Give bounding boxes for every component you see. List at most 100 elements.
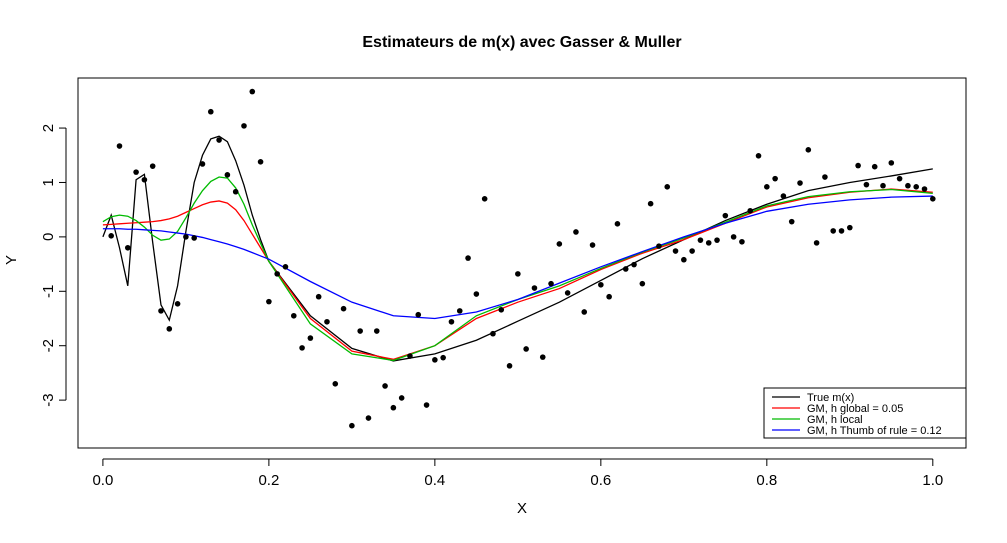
data-point xyxy=(581,309,588,315)
data-point xyxy=(755,153,762,159)
data-point xyxy=(631,261,637,268)
data-point xyxy=(722,212,729,219)
data-point xyxy=(290,312,297,319)
data-point xyxy=(398,395,405,401)
data-point xyxy=(207,108,214,115)
data-point xyxy=(506,363,513,369)
data-point xyxy=(174,301,181,307)
data-point xyxy=(465,255,471,261)
data-point xyxy=(315,293,322,300)
curve xyxy=(102,176,933,362)
data-point xyxy=(349,422,355,429)
data-point xyxy=(556,241,563,247)
data-point xyxy=(838,228,845,234)
data-point xyxy=(224,172,231,178)
data-point xyxy=(423,402,430,408)
plot-frame xyxy=(77,77,967,449)
data-point xyxy=(780,193,787,199)
data-point xyxy=(116,143,123,149)
data-point xyxy=(340,305,347,312)
x-tick-label: 0.8 xyxy=(756,472,777,489)
data-point xyxy=(515,271,521,277)
x-tick-label: 0.6 xyxy=(590,472,611,489)
data-point xyxy=(855,162,861,169)
y-axis-label: Y xyxy=(3,255,20,265)
data-point xyxy=(913,184,920,190)
data-point xyxy=(432,357,438,363)
y-tick-label: 1 xyxy=(40,178,57,186)
x-tick-label: 0.0 xyxy=(92,472,113,489)
data-point xyxy=(614,221,621,227)
data-point xyxy=(531,285,538,291)
data-point xyxy=(714,237,720,243)
data-point xyxy=(598,281,604,288)
curve xyxy=(102,195,933,320)
data-point xyxy=(199,161,206,167)
data-point xyxy=(705,240,712,246)
data-point xyxy=(896,175,903,182)
data-point xyxy=(539,354,546,360)
x-tick-label: 0.2 xyxy=(258,472,279,489)
data-point xyxy=(390,404,397,411)
data-point xyxy=(788,218,795,225)
data-point xyxy=(681,256,687,263)
data-point xyxy=(747,207,754,214)
data-point xyxy=(407,353,413,359)
data-point xyxy=(415,311,422,318)
data-point xyxy=(166,326,173,332)
data-point xyxy=(797,180,803,186)
data-point xyxy=(141,176,148,183)
x-tick-label: 1.0 xyxy=(922,472,943,489)
data-point xyxy=(573,229,579,235)
data-point xyxy=(158,308,164,314)
legend-label: GM, h Thumb of rule = 0.12 xyxy=(807,425,942,437)
data-point xyxy=(490,330,496,337)
data-point xyxy=(274,271,280,277)
y-tick-label: -3 xyxy=(40,393,57,406)
data-point xyxy=(589,242,596,248)
data-point xyxy=(108,232,114,239)
data-point xyxy=(216,137,222,143)
data-point xyxy=(880,182,886,189)
data-point xyxy=(456,308,463,314)
legend-label: True m(x) xyxy=(807,392,854,404)
data-point xyxy=(257,158,264,165)
data-point xyxy=(830,228,837,234)
data-point xyxy=(772,175,778,182)
data-point xyxy=(232,188,239,195)
data-point xyxy=(622,266,629,272)
data-point xyxy=(813,240,820,246)
data-point xyxy=(299,345,305,351)
data-point xyxy=(332,380,339,387)
data-point xyxy=(647,200,654,207)
data-point xyxy=(523,346,529,352)
x-tick-label: 0.4 xyxy=(424,472,445,489)
data-point xyxy=(183,234,189,240)
data-point xyxy=(930,195,936,202)
data-point xyxy=(730,234,737,240)
data-point xyxy=(266,298,272,305)
data-point xyxy=(133,169,139,175)
data-point xyxy=(124,244,131,251)
data-point xyxy=(689,248,695,254)
chart-title: Estimateurs de m(x) avec Gasser & Muller xyxy=(362,34,681,51)
data-point xyxy=(564,290,571,296)
data-point xyxy=(672,248,679,254)
data-point xyxy=(473,291,480,297)
data-point xyxy=(863,181,870,188)
data-point xyxy=(739,238,745,245)
data-point xyxy=(664,184,671,190)
data-point xyxy=(606,293,612,300)
data-point xyxy=(905,182,911,189)
legend-label: GM, h global = 0.05 xyxy=(807,403,903,415)
data-point xyxy=(921,186,928,192)
data-point xyxy=(382,383,388,389)
x-axis-label: X xyxy=(517,500,527,517)
data-point xyxy=(282,264,289,270)
data-point xyxy=(764,184,770,190)
curve xyxy=(102,188,933,360)
y-tick-label: -1 xyxy=(40,285,57,298)
data-point xyxy=(847,224,853,231)
